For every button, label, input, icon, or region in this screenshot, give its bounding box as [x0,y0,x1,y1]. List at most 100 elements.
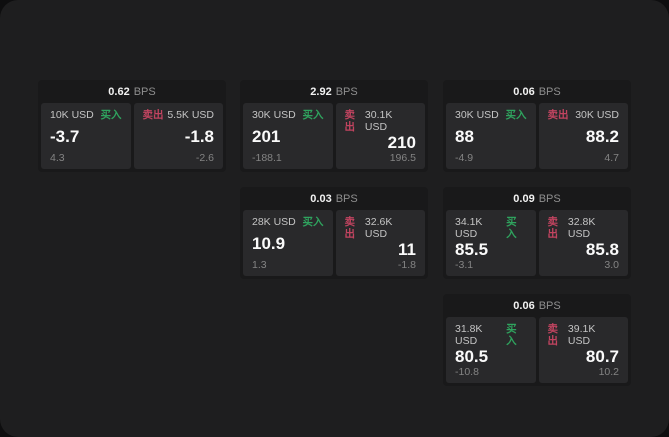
sell-secondary-value: 10.2 [598,366,619,378]
sell-label: 卖出 [142,109,164,121]
buy-price: 88 [455,126,474,146]
sell-price: 80.7 [585,346,619,366]
buy-amount: 34.1K USD [455,216,483,240]
tile-top: 卖出 30.1K USD [345,109,417,133]
sell-tile[interactable]: 卖出 5.5K USD -1.8 -2.6 [133,103,223,169]
sell-amount: 32.6K USD [364,216,393,240]
sell-amount: 5.5K USD [167,109,214,121]
buy-amount: 31.8K USD [455,323,483,347]
tile-top: 卖出 32.6K USD [345,216,417,240]
buy-tile[interactable]: 31.8K USD 买入 80.5 -10.8 [446,317,536,383]
sell-tile[interactable]: 卖出 30.1K USD 210 196.5 [335,103,425,169]
sell-amount: 39.1K USD [567,323,596,347]
sell-amount: 30K USD [575,109,619,121]
buy-secondary-value: -3.1 [455,259,474,271]
buy-amount: 30K USD [252,109,296,121]
buy-secondary-value: -188.1 [252,152,282,164]
sell-secondary-value: 4.7 [604,152,619,164]
card-header: 0.06 BPS [443,294,631,317]
card-body: 31.8K USD 买入 80.5 -10.8 卖出 39.1K USD 80.… [443,317,631,386]
price-card: 2.92 BPS 30K USD 买入 201 -188.1 卖出 30.1K … [240,80,428,172]
price-card: 0.06 BPS 30K USD 买入 88 -4.9 卖出 30K USD 8… [443,80,631,172]
bps-value: 0.62 [108,85,130,98]
price-card: 0.06 BPS 31.8K USD 买入 80.5 -10.8 卖出 39.1… [443,294,631,386]
sell-secondary-value: 196.5 [389,152,416,164]
buy-price: 201 [252,126,281,146]
tile-top: 10K USD 买入 [50,109,122,121]
price-card: 0.09 BPS 34.1K USD 买入 85.5 -3.1 卖出 32.8K… [443,187,631,279]
bps-suffix: BPS [133,85,156,98]
tile-top: 28K USD 买入 [252,216,324,228]
price-card: 0.03 BPS 28K USD 买入 10.9 1.3 卖出 32.6K US… [240,187,428,279]
tile-top: 卖出 30K USD [548,109,620,121]
buy-label: 买入 [100,109,122,121]
buy-amount: 28K USD [252,216,296,228]
bps-suffix: BPS [538,192,561,205]
card-body: 28K USD 买入 10.9 1.3 卖出 32.6K USD 11 -1.8 [240,210,428,279]
buy-amount: 10K USD [50,109,94,121]
buy-price: 80.5 [455,346,489,366]
card-header: 0.62 BPS [38,80,226,103]
bps-value: 0.03 [310,192,332,205]
tile-top: 卖出 39.1K USD [548,323,620,347]
bps-suffix: BPS [538,85,561,98]
buy-label: 买入 [302,109,324,121]
buy-tile[interactable]: 30K USD 买入 88 -4.9 [446,103,536,169]
buy-price: 85.5 [455,239,489,259]
card-body: 34.1K USD 买入 85.5 -3.1 卖出 32.8K USD 85.8… [443,210,631,279]
sell-price: -1.8 [184,126,214,146]
card-body: 30K USD 买入 88 -4.9 卖出 30K USD 88.2 4.7 [443,103,631,172]
bps-value: 0.09 [513,192,535,205]
tile-top: 34.1K USD 买入 [455,216,527,240]
buy-secondary-value: 1.3 [252,259,267,271]
sell-tile[interactable]: 卖出 30K USD 88.2 4.7 [538,103,628,169]
sell-amount: 32.8K USD [567,216,596,240]
card-header: 0.09 BPS [443,187,631,210]
buy-label: 买入 [302,216,324,228]
buy-secondary-value: -10.8 [455,366,479,378]
sell-label: 卖出 [547,216,559,240]
buy-tile[interactable]: 30K USD 买入 201 -188.1 [243,103,333,169]
sell-tile[interactable]: 卖出 39.1K USD 80.7 10.2 [538,317,628,383]
buy-amount: 30K USD [455,109,499,121]
buy-tile[interactable]: 10K USD 买入 -3.7 4.3 [41,103,131,169]
buy-secondary-value: 4.3 [50,152,65,164]
tile-top: 卖出 32.8K USD [548,216,620,240]
bps-suffix: BPS [335,192,358,205]
sell-label: 卖出 [547,323,559,347]
sell-price: 85.8 [585,239,619,259]
buy-label: 买入 [506,323,517,347]
sell-price: 210 [387,132,416,152]
buy-label: 买入 [506,216,517,240]
sell-tile[interactable]: 卖出 32.6K USD 11 -1.8 [335,210,425,276]
sell-price: 11 [398,239,416,259]
tile-top: 31.8K USD 买入 [455,323,527,347]
bps-suffix: BPS [335,85,358,98]
sell-amount: 30.1K USD [364,109,393,133]
tile-top: 卖出 5.5K USD [143,109,215,121]
buy-secondary-value: -4.9 [455,152,474,164]
card-body: 30K USD 买入 201 -188.1 卖出 30.1K USD 210 1… [240,103,428,172]
card-body: 10K USD 买入 -3.7 4.3 卖出 5.5K USD -1.8 -2.… [38,103,226,172]
price-card: 0.62 BPS 10K USD 买入 -3.7 4.3 卖出 5.5K USD… [38,80,226,172]
bps-value: 2.92 [310,85,332,98]
sell-label: 卖出 [344,109,356,133]
sell-secondary-value: -1.8 [397,259,416,271]
sell-price: 88.2 [585,126,619,146]
buy-label: 买入 [505,109,527,121]
sell-secondary-value: -2.6 [195,152,214,164]
buy-price: 10.9 [252,233,286,253]
card-header: 0.03 BPS [240,187,428,210]
tile-top: 30K USD 买入 [455,109,527,121]
sell-tile[interactable]: 卖出 32.8K USD 85.8 3.0 [538,210,628,276]
sell-label: 卖出 [547,109,569,121]
bps-value: 0.06 [513,85,535,98]
buy-tile[interactable]: 28K USD 买入 10.9 1.3 [243,210,333,276]
sell-secondary-value: 3.0 [604,259,619,271]
card-header: 0.06 BPS [443,80,631,103]
buy-tile[interactable]: 34.1K USD 买入 85.5 -3.1 [446,210,536,276]
buy-price: -3.7 [50,126,80,146]
sell-label: 卖出 [344,216,356,240]
bps-suffix: BPS [538,299,561,312]
